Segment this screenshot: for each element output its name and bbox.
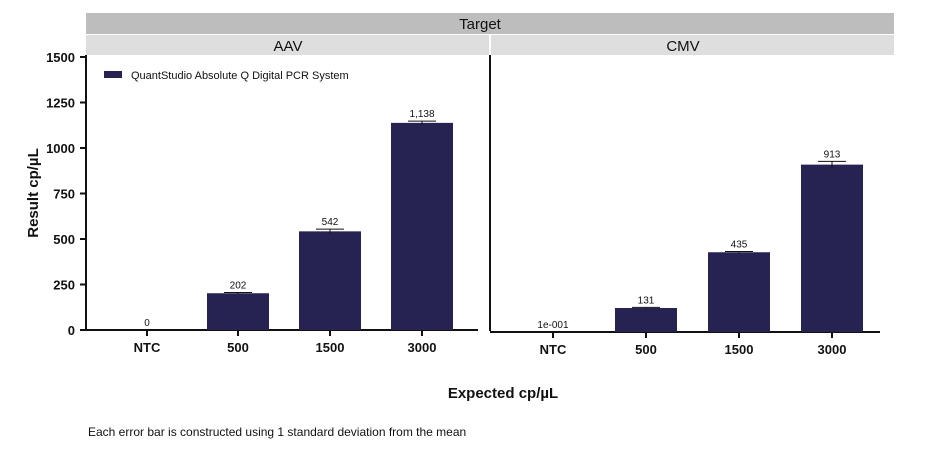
y-axis-ticks: 0 250 500 750 1000 1250 1500 bbox=[46, 50, 86, 338]
panel-title-aav: AAV bbox=[274, 38, 303, 55]
y-tick-label: 1500 bbox=[46, 50, 75, 65]
data-label: 0 bbox=[144, 318, 150, 329]
y-tick-label: 500 bbox=[53, 232, 75, 247]
x-tick-label: 3000 bbox=[408, 340, 437, 355]
y-axis-title: Result cp/µL bbox=[25, 148, 42, 238]
legend-label: QuantStudio Absolute Q Digital PCR Syste… bbox=[131, 70, 349, 82]
x-tick-label: 500 bbox=[227, 340, 249, 355]
panel-strip-cmv bbox=[491, 35, 894, 55]
x-tick-label: 1500 bbox=[316, 340, 345, 355]
data-label: 1e-001 bbox=[537, 320, 569, 331]
panel-strip-aav bbox=[86, 35, 489, 55]
y-tick-label: 1250 bbox=[46, 96, 75, 111]
panel-cmv-bars: 1e-001 NTC 131 500 435 1500 913 3000 bbox=[537, 149, 863, 357]
bar bbox=[391, 122, 453, 330]
y-tick-label: 750 bbox=[53, 187, 75, 202]
bar bbox=[299, 231, 361, 330]
x-tick-label: 3000 bbox=[818, 342, 847, 357]
y-tick-label: 0 bbox=[68, 323, 75, 338]
x-tick-label: NTC bbox=[540, 342, 567, 357]
x-axis-title: Expected cp/µL bbox=[448, 385, 558, 402]
x-tick-label: 500 bbox=[635, 342, 657, 357]
data-label: 202 bbox=[230, 281, 247, 292]
panel-aav-bars: 0 NTC 202 500 542 1500 1,138 3000 bbox=[134, 109, 453, 355]
facet-title: Target bbox=[459, 16, 502, 33]
data-label: 131 bbox=[638, 295, 655, 306]
bar bbox=[615, 307, 677, 332]
x-tick-label: 1500 bbox=[725, 342, 754, 357]
bar bbox=[207, 293, 269, 330]
data-label: 913 bbox=[824, 149, 841, 160]
y-tick-label: 1000 bbox=[46, 141, 75, 156]
bar bbox=[801, 164, 863, 332]
data-label: 435 bbox=[731, 240, 748, 251]
facet-strip-target bbox=[86, 13, 894, 34]
y-tick-label: 250 bbox=[53, 278, 75, 293]
bar bbox=[708, 252, 770, 332]
footnote: Each error bar is constructed using 1 st… bbox=[88, 425, 466, 439]
data-label: 542 bbox=[322, 217, 339, 228]
panel-title-cmv: CMV bbox=[666, 38, 699, 55]
legend-swatch bbox=[104, 71, 122, 78]
data-label: 1,138 bbox=[409, 109, 434, 120]
x-tick-label: NTC bbox=[134, 340, 161, 355]
